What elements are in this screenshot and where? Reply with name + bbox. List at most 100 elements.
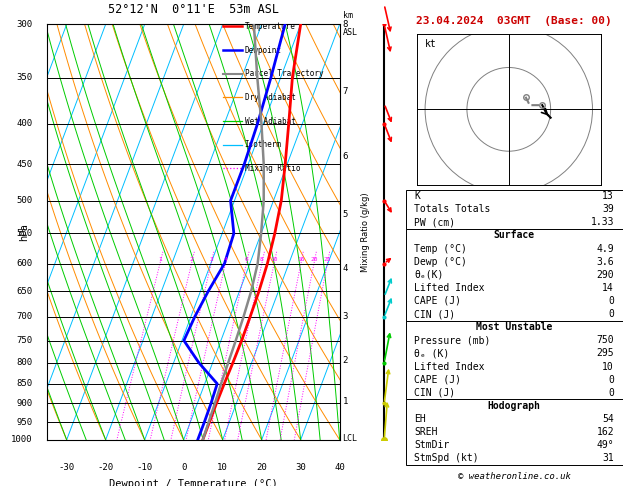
Text: 500: 500 [16,196,33,205]
Text: CIN (J): CIN (J) [415,388,455,398]
Text: 8: 8 [260,257,264,262]
Text: θₑ(K): θₑ(K) [415,270,444,280]
Text: 14: 14 [603,283,614,293]
Text: PW (cm): PW (cm) [415,217,455,227]
Text: 31: 31 [603,453,614,463]
Text: 39: 39 [603,204,614,214]
Text: 0: 0 [608,296,614,306]
Text: Lifted Index: Lifted Index [415,283,485,293]
Text: 290: 290 [596,270,614,280]
Text: 6: 6 [245,257,248,262]
Text: 8: 8 [343,20,348,29]
Text: 13: 13 [603,191,614,201]
Text: Parcel Trajectory: Parcel Trajectory [245,69,323,78]
Text: 4: 4 [223,257,227,262]
Text: 23.04.2024  03GMT  (Base: 00): 23.04.2024 03GMT (Base: 00) [416,16,612,26]
Text: 52°12'N  0°11'E  53m ASL: 52°12'N 0°11'E 53m ASL [108,3,279,16]
Text: -10: -10 [136,463,153,472]
Bar [406,229,623,321]
Text: ASL: ASL [343,28,357,37]
Text: 40: 40 [334,463,345,472]
Text: -30: -30 [58,463,75,472]
Text: Mixing Ratio (g/kg): Mixing Ratio (g/kg) [362,192,370,272]
Text: 295: 295 [596,348,614,358]
Text: 950: 950 [16,417,33,427]
Text: 650: 650 [16,287,33,295]
Text: Dewp (°C): Dewp (°C) [415,257,467,267]
Text: StmSpd (kt): StmSpd (kt) [415,453,479,463]
Text: Lifted Index: Lifted Index [415,362,485,371]
Bar [406,399,623,465]
Text: CAPE (J): CAPE (J) [415,375,462,384]
Text: 10: 10 [603,362,614,371]
Text: 3: 3 [343,312,348,321]
Text: 700: 700 [16,312,33,321]
Text: CIN (J): CIN (J) [415,309,455,319]
Text: θₑ (K): θₑ (K) [415,348,450,358]
Text: 16: 16 [297,257,304,262]
Text: Most Unstable: Most Unstable [476,322,552,332]
Text: 49°: 49° [596,440,614,450]
Text: km: km [343,11,353,20]
Text: 3.6: 3.6 [596,257,614,267]
Text: Temperature: Temperature [245,22,296,31]
Text: 10: 10 [270,257,278,262]
Bar [406,321,623,399]
Text: 0: 0 [608,309,614,319]
Text: 20: 20 [256,463,267,472]
Text: 30: 30 [295,463,306,472]
Text: Isotherm: Isotherm [245,140,282,149]
Text: StmDir: StmDir [415,440,450,450]
Text: Dewpoint: Dewpoint [245,46,282,54]
Text: 1000: 1000 [11,435,33,444]
Text: 450: 450 [16,160,33,169]
Text: Dry Adiabat: Dry Adiabat [245,93,296,102]
Text: 750: 750 [16,336,33,345]
Text: 0: 0 [608,375,614,384]
Text: 7: 7 [343,87,348,97]
Text: 800: 800 [16,358,33,367]
Text: Pressure (mb): Pressure (mb) [415,335,491,346]
Text: Totals Totals: Totals Totals [415,204,491,214]
Text: K: K [415,191,420,201]
Text: Temp (°C): Temp (°C) [415,243,467,254]
Text: Dewpoint / Temperature (°C): Dewpoint / Temperature (°C) [109,479,278,486]
Text: 0: 0 [181,463,186,472]
Text: Wet Adiabat: Wet Adiabat [245,117,296,125]
Text: 3: 3 [209,257,213,262]
Text: Hodograph: Hodograph [487,401,541,411]
Text: © weatheronline.co.uk: © weatheronline.co.uk [458,472,571,481]
Text: kt: kt [425,38,437,49]
Text: 1.33: 1.33 [591,217,614,227]
Text: LCL: LCL [343,434,357,443]
Text: 550: 550 [16,229,33,238]
Text: 750: 750 [596,335,614,346]
Text: Surface: Surface [494,230,535,241]
Text: CAPE (J): CAPE (J) [415,296,462,306]
Text: hPa: hPa [19,223,29,241]
Text: 4: 4 [343,263,348,273]
Text: Mixing Ratio: Mixing Ratio [245,164,300,173]
Text: -20: -20 [97,463,114,472]
Text: 0: 0 [608,388,614,398]
Text: 4.9: 4.9 [596,243,614,254]
Text: 900: 900 [16,399,33,408]
Text: 5: 5 [343,209,348,219]
Text: 20: 20 [310,257,318,262]
Text: 10: 10 [217,463,228,472]
Text: 25: 25 [323,257,331,262]
Text: 350: 350 [16,73,33,82]
Text: SREH: SREH [415,427,438,437]
Bar [406,190,623,229]
Text: 2: 2 [190,257,193,262]
Text: 1: 1 [343,397,348,406]
Text: 400: 400 [16,119,33,128]
Text: EH: EH [415,414,426,424]
Text: 162: 162 [596,427,614,437]
Text: 600: 600 [16,259,33,268]
Text: 6: 6 [343,152,348,161]
Text: 54: 54 [603,414,614,424]
Text: 300: 300 [16,20,33,29]
Text: 2: 2 [343,356,348,365]
Text: 1: 1 [158,257,162,262]
